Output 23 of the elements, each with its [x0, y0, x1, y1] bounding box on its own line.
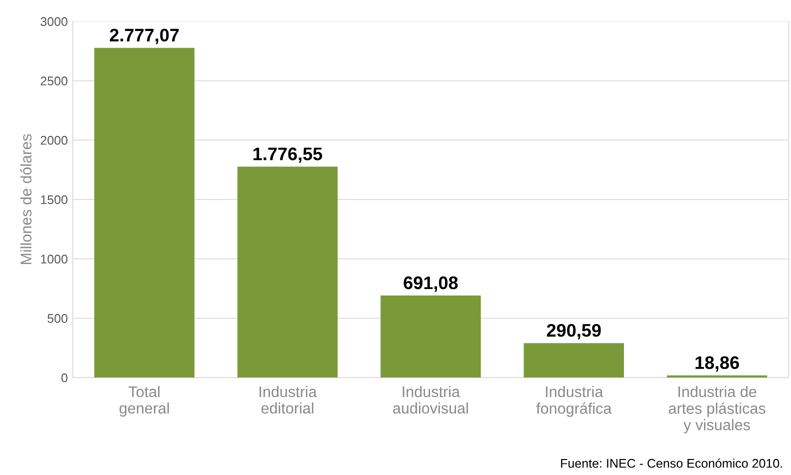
y-tick-label: 1500: [41, 195, 68, 204]
x-tick-label: Industria audiovisual: [393, 386, 468, 414]
y-tick-label: 2000: [40, 136, 68, 145]
bar: [380, 296, 481, 378]
data-label: 18,86: [696, 356, 739, 372]
y-tick-label: 0: [61, 373, 68, 382]
x-tick-label: Industria fonográfica: [536, 386, 612, 417]
y-tick-label: 1000: [41, 254, 68, 264]
bar: [94, 48, 194, 378]
y-tick-label: 3000: [40, 17, 68, 26]
data-label: 2.777,07: [110, 28, 179, 44]
data-label: 691,08: [404, 276, 458, 292]
data-label: 290,59: [546, 324, 601, 340]
y-tick-label: 2500: [40, 76, 68, 86]
bar: [524, 343, 624, 378]
x-tick-label: Industria editorial: [260, 386, 317, 414]
y-tick-label: 500: [48, 314, 68, 323]
bar: [237, 166, 338, 378]
y-axis-title: Millones de dólares: [20, 134, 32, 264]
x-tick-label: Industria de artes plásticas y visuales: [668, 386, 766, 434]
source-note: Fuente: INEC - Censo Económico 2010.: [561, 458, 782, 468]
data-label: 1.776,55: [254, 148, 322, 163]
x-tick-label: Total general: [120, 386, 169, 417]
